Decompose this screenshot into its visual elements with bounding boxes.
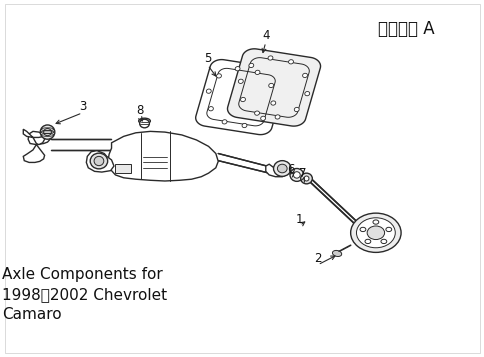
Ellipse shape xyxy=(139,119,149,128)
Polygon shape xyxy=(265,164,287,177)
Ellipse shape xyxy=(248,63,253,67)
Ellipse shape xyxy=(44,129,51,136)
Text: イラスト A: イラスト A xyxy=(378,20,434,37)
Polygon shape xyxy=(309,177,358,228)
Ellipse shape xyxy=(294,107,299,112)
Ellipse shape xyxy=(270,101,275,105)
Ellipse shape xyxy=(268,84,273,87)
Polygon shape xyxy=(23,129,45,145)
Ellipse shape xyxy=(90,153,107,169)
Ellipse shape xyxy=(254,111,259,115)
Text: 3: 3 xyxy=(78,100,86,113)
Ellipse shape xyxy=(372,220,378,224)
Ellipse shape xyxy=(260,116,265,120)
Ellipse shape xyxy=(238,79,243,84)
Ellipse shape xyxy=(332,250,341,257)
Text: Axle Components for
1998～2002 Chevrolet
Camaro: Axle Components for 1998～2002 Chevrolet … xyxy=(2,267,167,322)
Ellipse shape xyxy=(216,74,221,78)
Text: 1: 1 xyxy=(295,213,303,226)
Polygon shape xyxy=(115,164,131,173)
Polygon shape xyxy=(218,154,276,175)
Ellipse shape xyxy=(302,73,307,77)
Ellipse shape xyxy=(385,227,391,232)
Ellipse shape xyxy=(235,66,240,71)
Text: 2: 2 xyxy=(313,252,321,265)
Polygon shape xyxy=(51,139,110,150)
Ellipse shape xyxy=(288,60,293,64)
Text: 7: 7 xyxy=(299,167,306,180)
Ellipse shape xyxy=(303,176,308,181)
Ellipse shape xyxy=(242,124,246,128)
Ellipse shape xyxy=(359,227,365,232)
Text: 8: 8 xyxy=(136,104,143,117)
Polygon shape xyxy=(28,131,51,145)
Ellipse shape xyxy=(222,120,227,124)
Ellipse shape xyxy=(208,107,213,111)
Ellipse shape xyxy=(94,156,104,166)
Ellipse shape xyxy=(255,70,259,75)
Ellipse shape xyxy=(206,89,211,93)
Ellipse shape xyxy=(274,115,279,119)
Ellipse shape xyxy=(138,118,150,124)
Ellipse shape xyxy=(289,169,303,181)
Ellipse shape xyxy=(356,218,394,248)
Text: 5: 5 xyxy=(203,52,211,65)
Ellipse shape xyxy=(366,226,384,240)
Text: 6: 6 xyxy=(287,163,294,176)
Ellipse shape xyxy=(293,172,300,178)
Ellipse shape xyxy=(277,164,287,173)
Ellipse shape xyxy=(304,91,309,96)
Ellipse shape xyxy=(380,239,386,243)
Polygon shape xyxy=(107,131,218,181)
Text: 4: 4 xyxy=(261,29,269,42)
Ellipse shape xyxy=(350,213,400,252)
Ellipse shape xyxy=(40,125,55,139)
Polygon shape xyxy=(227,49,320,126)
Polygon shape xyxy=(23,145,45,162)
Ellipse shape xyxy=(273,161,290,176)
Ellipse shape xyxy=(364,239,370,243)
Ellipse shape xyxy=(300,173,312,184)
Ellipse shape xyxy=(240,97,245,102)
Polygon shape xyxy=(86,151,114,172)
Ellipse shape xyxy=(268,56,272,60)
Polygon shape xyxy=(195,60,286,135)
